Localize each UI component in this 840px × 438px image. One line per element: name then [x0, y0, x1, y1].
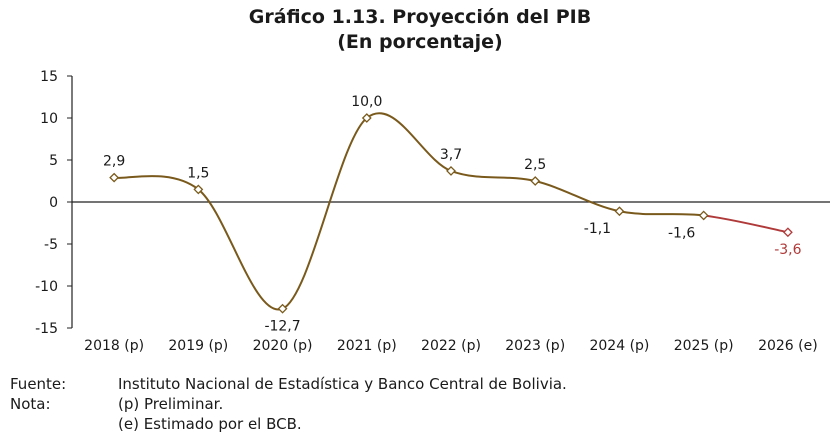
y-tick-label: 0: [49, 195, 58, 211]
note-empty-key: [10, 414, 118, 434]
data-label: -1,6: [668, 225, 695, 241]
data-label: 2,5: [524, 157, 546, 173]
chart-subtitle: (En porcentaje): [337, 31, 503, 53]
data-point: [361, 113, 372, 123]
chart-title: Gráfico 1.13. Proyección del PIB: [248, 6, 592, 28]
note-preliminary: Nota: (p) Preliminar.: [10, 394, 567, 414]
data-point: [193, 184, 204, 195]
y-tick-label: 5: [49, 153, 58, 169]
data-point: [698, 210, 709, 221]
x-tick-label: 2024 (p): [589, 338, 649, 354]
note-source: Fuente: Instituto Nacional de Estadístic…: [10, 374, 567, 394]
note-key: Nota:: [10, 395, 51, 413]
data-label: 1,5: [187, 165, 209, 181]
y-tick-label: -15: [35, 321, 58, 337]
note-source-key: Fuente:: [10, 375, 67, 393]
data-point: [446, 166, 456, 176]
x-tick-label: 2026 (e): [758, 338, 818, 354]
data-point: [614, 206, 625, 217]
x-tick-label: 2019 (p): [168, 338, 228, 354]
note-source-text: Instituto Nacional de Estadística y Banc…: [118, 375, 567, 393]
data-label: 3,7: [440, 147, 462, 163]
y-tick-label: -10: [35, 279, 58, 295]
x-tick-label: 2025 (p): [674, 338, 734, 354]
x-tick-label: 2021 (p): [337, 338, 397, 354]
note-preliminary-text: (p) Preliminar.: [118, 395, 224, 413]
data-point: [277, 303, 288, 314]
y-tick-label: 15: [40, 69, 58, 85]
x-tick-label: 2020 (p): [253, 338, 313, 354]
note-estimated-text: (e) Estimado por el BCB.: [118, 415, 302, 433]
y-tick-label: -5: [44, 237, 58, 253]
series-line: [113, 112, 704, 311]
data-label: 2,9: [103, 154, 125, 170]
x-tick-label: 2018 (p): [84, 338, 144, 354]
data-label: 10,0: [351, 94, 382, 110]
data-label: -1,1: [584, 221, 611, 237]
projection-line: [703, 214, 789, 234]
x-tick-label: 2022 (p): [421, 338, 481, 354]
note-estimated: (e) Estimado por el BCB.: [10, 414, 567, 434]
data-label: -3,6: [774, 242, 801, 258]
data-point: [109, 172, 120, 183]
data-label: -12,7: [264, 319, 300, 335]
line-chart: 15 10 5 0 -5 -10 -15 2018 (p) 2019 (p) 2020 (p) 20…: [35, 69, 830, 354]
y-tick-label: 10: [40, 111, 58, 127]
chart-notes: Fuente: Instituto Nacional de Estadístic…: [10, 374, 567, 434]
data-point: [530, 176, 541, 186]
data-point: [782, 227, 793, 238]
x-tick-label: 2023 (p): [505, 338, 565, 354]
